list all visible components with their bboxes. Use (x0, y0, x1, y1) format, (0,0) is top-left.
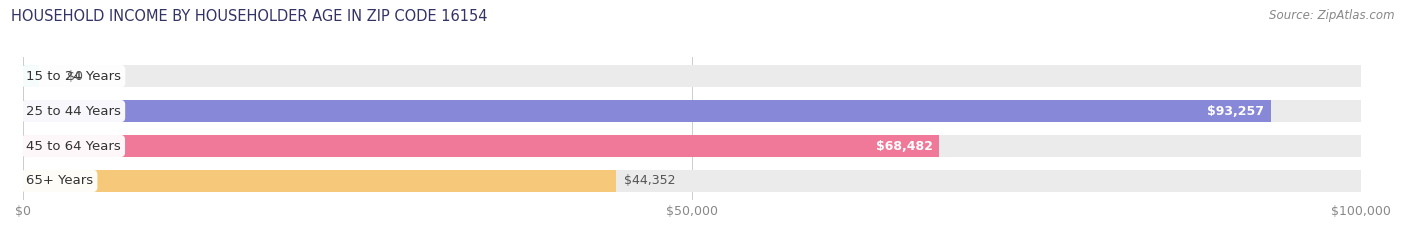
Bar (22, 65, 39, 87)
Bar (22, 135, 1361, 157)
Bar (22, 65, 1361, 87)
Bar (22, 135, 939, 157)
Text: 45 to 64 Years: 45 to 64 Years (25, 140, 121, 153)
Text: 15 to 24 Years: 15 to 24 Years (25, 70, 121, 83)
Text: 65+ Years: 65+ Years (25, 175, 93, 187)
Text: HOUSEHOLD INCOME BY HOUSEHOLDER AGE IN ZIP CODE 16154: HOUSEHOLD INCOME BY HOUSEHOLDER AGE IN Z… (11, 9, 488, 24)
Text: $44,352: $44,352 (624, 175, 676, 187)
Bar (22, 170, 616, 192)
Bar (22, 100, 1271, 122)
Text: $68,482: $68,482 (876, 140, 932, 153)
Text: 25 to 44 Years: 25 to 44 Years (25, 105, 121, 118)
Text: $0: $0 (67, 70, 83, 83)
Text: Source: ZipAtlas.com: Source: ZipAtlas.com (1270, 9, 1395, 22)
Text: $93,257: $93,257 (1208, 105, 1264, 118)
Bar (22, 100, 1361, 122)
Bar (22, 170, 1361, 192)
